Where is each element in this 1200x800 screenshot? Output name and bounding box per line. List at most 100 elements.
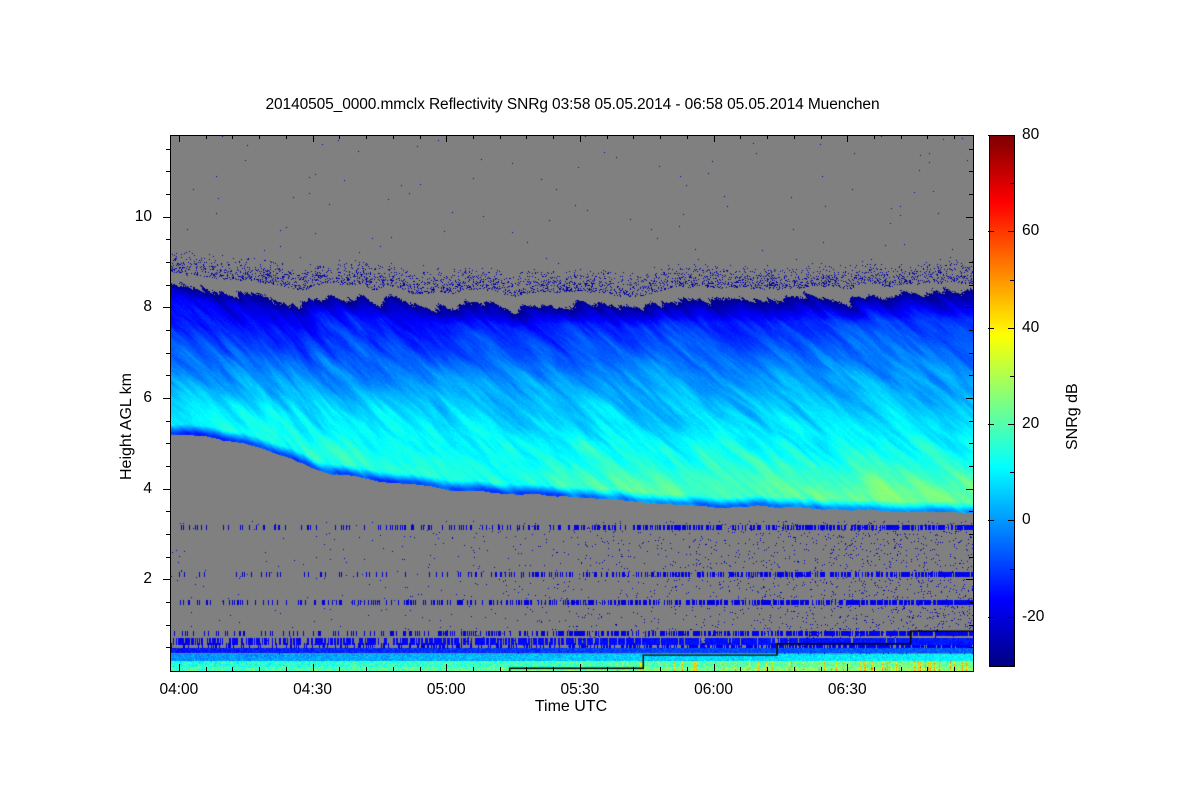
x-tick-minor-top	[285, 135, 287, 139]
x-tick-major-top	[713, 135, 715, 142]
colorbar-tick-minor	[1010, 665, 1014, 666]
x-tick-major-top	[312, 135, 314, 142]
colorbar-tick	[1008, 424, 1014, 426]
colorbar-tick-left	[988, 135, 994, 136]
y-tick-minor	[166, 148, 170, 150]
colorbar-title: SNRg dB	[1064, 383, 1081, 450]
colorbar-tick-minor	[1010, 279, 1014, 281]
colorbar-tick-left	[988, 327, 994, 329]
x-tick-minor	[526, 667, 528, 671]
y-tick-minor-right	[969, 171, 973, 173]
x-tick-minor-top	[366, 135, 368, 139]
x-tick-major	[446, 664, 448, 671]
x-tick-major-top	[847, 135, 849, 142]
x-tick-major	[713, 664, 715, 671]
y-tick-minor	[166, 443, 170, 445]
y-tick-major	[163, 397, 170, 399]
y-tick-label: 2	[143, 570, 152, 588]
x-tick-minor-top	[820, 135, 822, 139]
x-tick-minor-top	[339, 135, 341, 139]
y-tick-major-right	[966, 307, 973, 309]
y-tick-major-right	[966, 397, 973, 399]
colorbar-tick-minor	[1010, 183, 1014, 185]
x-tick-minor	[927, 667, 929, 671]
x-axis-title: Time UTC	[534, 698, 608, 715]
y-tick-minor-right	[969, 284, 973, 286]
x-tick-minor	[553, 667, 555, 671]
colorbar-tick-label: 60	[1022, 222, 1040, 240]
y-tick-minor	[166, 171, 170, 173]
colorbar-tick-label: -20	[1022, 607, 1045, 625]
colorbar-tick-minor	[1010, 472, 1014, 474]
colorbar-tick-label: 40	[1022, 318, 1040, 336]
y-tick-minor	[166, 420, 170, 422]
y-tick-minor-right	[969, 556, 973, 558]
x-tick-label: 06:00	[694, 681, 733, 698]
x-tick-minor-top	[660, 135, 662, 139]
y-tick-minor	[166, 239, 170, 241]
y-tick-minor-right	[969, 465, 973, 467]
x-tick-minor	[740, 667, 742, 671]
y-tick-minor-right	[969, 148, 973, 150]
x-tick-minor	[633, 667, 635, 671]
x-tick-minor-top	[499, 135, 501, 139]
x-tick-minor-top	[954, 135, 956, 139]
y-tick-major	[163, 307, 170, 309]
x-tick-minor	[259, 667, 261, 671]
y-tick-minor-right	[969, 239, 973, 241]
y-tick-minor	[166, 601, 170, 603]
x-tick-minor-top	[232, 135, 234, 139]
x-tick-minor	[900, 667, 902, 671]
x-tick-label: 04:00	[159, 681, 199, 698]
x-tick-minor-top	[686, 135, 688, 139]
x-tick-minor-top	[205, 135, 207, 139]
reflectivity-heatmap-canvas	[171, 136, 973, 671]
y-tick-major-right	[966, 216, 973, 218]
y-tick-major-right	[966, 579, 973, 581]
x-tick-major-top	[446, 135, 448, 142]
x-tick-minor	[232, 667, 234, 671]
y-tick-minor	[166, 261, 170, 263]
x-tick-major	[579, 664, 581, 671]
y-tick-minor	[166, 284, 170, 286]
y-tick-label: 4	[143, 479, 152, 497]
x-tick-minor	[366, 667, 368, 671]
y-tick-label: 6	[143, 388, 152, 406]
x-tick-label: 05:00	[426, 681, 466, 698]
y-tick-minor-right	[969, 511, 973, 513]
colorbar-tick	[1008, 231, 1014, 233]
x-tick-minor-top	[740, 135, 742, 139]
x-tick-minor	[419, 667, 421, 671]
colorbar-tick	[1008, 520, 1014, 522]
y-tick-minor	[166, 533, 170, 535]
x-tick-minor-top	[553, 135, 555, 139]
x-tick-minor-top	[259, 135, 261, 139]
x-tick-major-top	[178, 135, 180, 142]
y-tick-minor	[166, 329, 170, 331]
colorbar-tick	[1008, 135, 1014, 136]
colorbar-tick-label: 20	[1022, 415, 1040, 433]
colorbar-tick-label: 0	[1022, 511, 1031, 529]
y-tick-minor-right	[969, 624, 973, 626]
colorbar[interactable]	[989, 135, 1015, 667]
x-tick-label: 06:30	[827, 681, 867, 698]
x-tick-minor	[873, 667, 875, 671]
colorbar-tick-left	[988, 520, 994, 522]
x-tick-minor	[660, 667, 662, 671]
x-tick-minor-top	[793, 135, 795, 139]
heatmap-plot-area[interactable]	[170, 135, 974, 672]
y-tick-minor-right	[969, 420, 973, 422]
x-tick-label: 04:30	[293, 681, 332, 698]
y-tick-minor	[166, 352, 170, 354]
x-tick-major	[178, 664, 180, 671]
colorbar-tick-left	[988, 424, 994, 426]
y-tick-minor	[166, 511, 170, 513]
x-tick-minor	[339, 667, 341, 671]
x-tick-minor-top	[526, 135, 528, 139]
x-tick-major-top	[579, 135, 581, 142]
page-title: 20140505_0000.mmclx Reflectivity SNRg 03…	[265, 96, 880, 113]
x-tick-minor-top	[900, 135, 902, 139]
x-tick-minor	[392, 667, 394, 671]
colorbar-tick	[1008, 327, 1014, 329]
x-tick-minor	[793, 667, 795, 671]
